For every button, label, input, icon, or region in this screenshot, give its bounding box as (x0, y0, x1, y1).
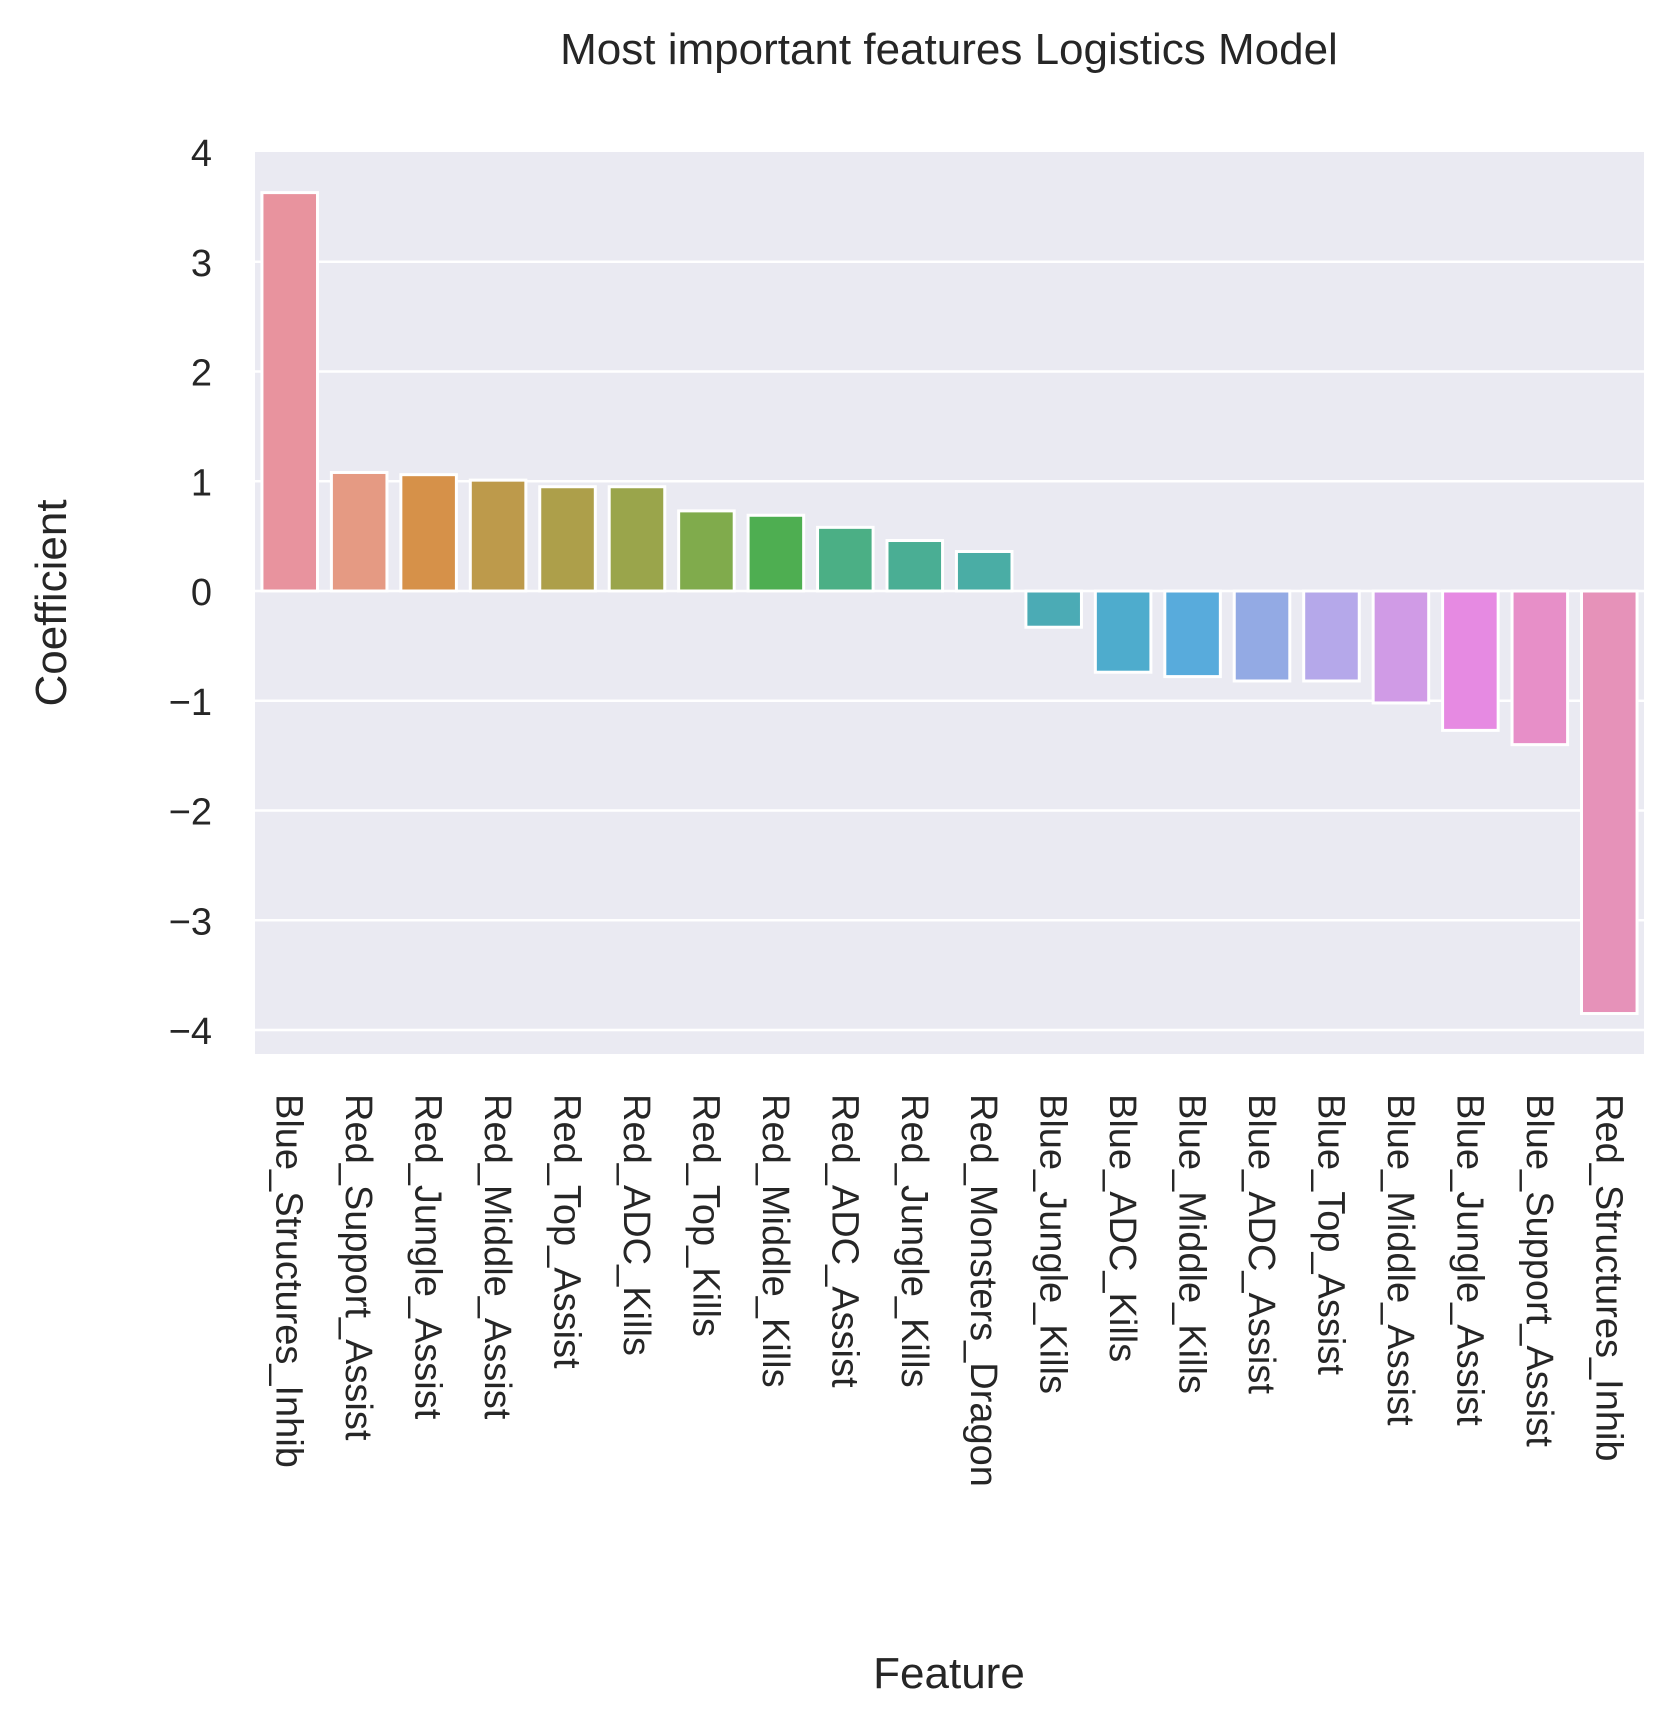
x-tick-label: Blue_Middle_Kills (1171, 1094, 1213, 1394)
bar-blue-structures-inhib (260, 191, 320, 593)
bar-blue-jungle-assist (1441, 589, 1500, 732)
y-tick-label: −3 (169, 901, 212, 943)
y-tick-label: 4 (191, 133, 212, 175)
bar-red-jungle-assist (399, 473, 458, 593)
y-tick-label: 0 (191, 572, 212, 614)
x-axis-ticks: Blue_Structures_Inhib Red_Support_Assist R… (268, 1094, 1630, 1487)
x-tick-label: Red_Top_Assist (546, 1094, 588, 1369)
x-tick-label: Blue_Middle_Assist (1379, 1094, 1421, 1426)
y-tick-label: 1 (191, 462, 212, 504)
y-tick-label: −4 (169, 1011, 212, 1053)
x-tick-label: Red_Jungle_Kills (893, 1094, 935, 1388)
bar-blue-adc-assist (1232, 589, 1292, 683)
x-tick-label: Blue_Top_Assist (1309, 1094, 1351, 1375)
bar-red-middle-assist (468, 478, 528, 593)
bar-red-structures-inhib (1579, 589, 1639, 1016)
x-tick-label: Blue_Jungle_Assist (1448, 1094, 1490, 1426)
y-axis-ticks: 4 3 2 1 0 −1 −2 −3 −4 (169, 133, 212, 1053)
y-tick-label: −2 (169, 792, 212, 834)
x-tick-label: Red_Jungle_Assist (407, 1094, 449, 1420)
x-tick-label: Red_Support_Assist (337, 1094, 379, 1441)
x-tick-label: Red_Top_Kills (684, 1094, 726, 1337)
x-tick-label: Blue_Jungle_Kills (1032, 1094, 1074, 1394)
bar-blue-top-assist (1302, 589, 1361, 683)
bar-blue-adc-kills (1093, 589, 1153, 674)
x-tick-label: Red_ADC_Kills (615, 1094, 657, 1356)
x-tick-label: Blue_Support_Assist (1518, 1094, 1560, 1447)
bar-blue-support-assist (1510, 589, 1570, 747)
y-tick-label: 2 (191, 353, 212, 395)
y-tick-label: −1 (169, 682, 212, 724)
x-tick-label: Red_Middle_Kills (754, 1094, 796, 1388)
x-tick-label: Blue_Structures_Inhib (268, 1094, 310, 1468)
bar-red-adc-kills (607, 485, 667, 593)
plot-area (255, 152, 1644, 1054)
x-tick-label: Blue_ADC_Assist (1240, 1094, 1282, 1394)
bar-red-middle-kills (746, 513, 806, 593)
x-tick-label: Red_Structures_Inhib (1587, 1094, 1629, 1462)
chart-title: Most important features Logistics Model (560, 25, 1338, 74)
bar-blue-middle-kills (1163, 589, 1222, 679)
bar-red-support-assist (329, 470, 389, 593)
bar-blue-middle-assist (1371, 589, 1431, 705)
bar-red-monsters-dragon (954, 549, 1014, 593)
bar-red-top-assist (538, 485, 597, 593)
bar-blue-jungle-kills (1024, 589, 1083, 629)
x-tick-label: Red_ADC_Assist (823, 1094, 865, 1388)
y-axis-label: Coefficient (27, 499, 76, 706)
x-tick-label: Red_Monsters_Dragon (962, 1094, 1004, 1487)
x-tick-label: Blue_ADC_Kills (1101, 1094, 1143, 1362)
x-axis-label: Feature (873, 1649, 1025, 1698)
y-tick-label: 3 (191, 243, 212, 285)
bars (260, 191, 1639, 1016)
bar-red-top-kills (677, 509, 736, 593)
bar-red-adc-assist (816, 525, 875, 593)
bar-red-jungle-kills (885, 539, 945, 593)
x-tick-label: Red_Middle_Assist (476, 1094, 518, 1420)
